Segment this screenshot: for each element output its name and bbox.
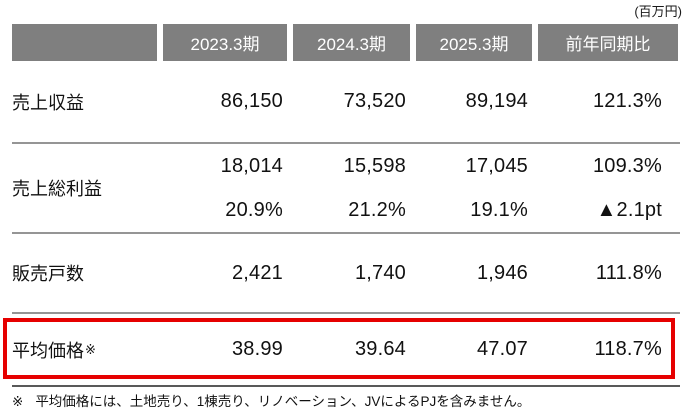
value-cell: 111.8% (595, 261, 662, 284)
table-bottom-border (12, 385, 680, 387)
table-header-row: 2023.3期 2024.3期 2025.3期 前年同期比 (12, 24, 680, 61)
footnote-marker-ref: ※ (85, 341, 96, 357)
value-cell: 73,520 (343, 90, 406, 112)
row-label: 売上総利益 (12, 179, 102, 199)
value-cell-group: 109.3% ▲2.1pt (538, 144, 678, 232)
value-cell: 19.1% (470, 198, 528, 221)
row-separator (12, 232, 680, 234)
value-cell: 18,014 (220, 154, 283, 177)
value-cell: 20.9% (225, 198, 283, 221)
row-label-text: 平均価格 (12, 340, 84, 361)
row-label: 平均価格 ※ (12, 314, 157, 385)
footnote-text: 平均価格には、土地売り、1棟売り、リノベーション、JVによるPJを含みません。 (35, 394, 531, 408)
value-cell: 118.7% (594, 338, 662, 360)
row-separator (12, 312, 680, 314)
column-header-fy2024: 2024.3期 (293, 24, 410, 61)
unit-note: (百万円) (634, 4, 682, 19)
value-cell: 1,740 (354, 261, 406, 284)
value-cell-group: 15,598 21.2% (293, 144, 410, 232)
value-cell: 47.07 (476, 338, 528, 360)
table-row-average-price: 平均価格 ※ 38.99 39.64 47.07 118.7% (12, 314, 680, 385)
value-cell: 38.99 (231, 338, 283, 360)
value-cell: 89,194 (465, 90, 528, 112)
value-cell: 39.64 (354, 338, 406, 360)
value-cell: 121.3% (592, 90, 662, 112)
column-header-empty (12, 24, 157, 61)
value-cell: 1,946 (476, 261, 528, 284)
value-cell: 109.3% (592, 154, 662, 177)
spellcheck-underline: ベー (284, 394, 312, 408)
table-row-units-sold: 販売戸数 2,421 1,740 1,946 111.8% (12, 234, 680, 312)
footnote: ※ 平均価格には、土地売り、1棟売り、リノベーション、JVによるPJを含みません… (12, 390, 680, 408)
column-header-fy2025: 2025.3期 (416, 24, 532, 61)
table-row-gross-profit: 売上総利益 18,014 20.9% 15,598 21.2% 17,045 1… (12, 144, 680, 232)
value-cell: 15,598 (343, 154, 406, 177)
table-row-revenue: 売上収益 86,150 73,520 89,194 121.3% (12, 61, 680, 142)
value-cell: 86,150 (220, 90, 283, 112)
value-cell: 17,045 (465, 154, 528, 177)
value-cell-group: 18,014 20.9% (163, 144, 287, 232)
row-label: 販売戸数 (12, 264, 84, 284)
value-cell-group: 17,045 19.1% (416, 144, 532, 232)
value-cell: 2,421 (231, 261, 283, 284)
value-cell: ▲2.1pt (596, 198, 662, 221)
value-cell: 21.2% (348, 198, 406, 221)
highlighted-row-wrapper: 平均価格 ※ 38.99 39.64 47.07 118.7% (3, 314, 680, 385)
row-separator (12, 142, 680, 144)
financial-table: 2023.3期 2024.3期 2025.3期 前年同期比 売上収益 86,15… (3, 24, 680, 408)
row-label: 売上収益 (12, 92, 84, 113)
column-header-fy2023: 2023.3期 (163, 24, 287, 61)
column-header-yoy: 前年同期比 (538, 24, 678, 61)
footnote-marker: ※ (12, 394, 24, 408)
